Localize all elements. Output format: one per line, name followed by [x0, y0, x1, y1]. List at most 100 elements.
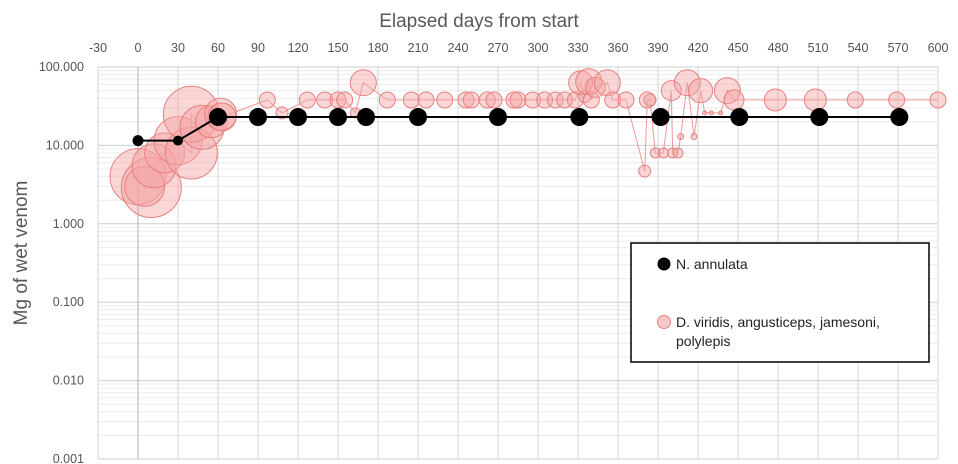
legend-label-dviridis-line2: polylepis — [676, 333, 730, 349]
x-tick-label: 180 — [368, 41, 389, 55]
bubble-point — [336, 91, 354, 109]
bubble-point — [582, 91, 600, 109]
x-tick-label: 240 — [448, 41, 469, 55]
bubble-point — [660, 80, 682, 102]
x-tick-label: 510 — [808, 41, 829, 55]
x-tick-label: 540 — [848, 41, 869, 55]
bubble-point — [298, 91, 316, 109]
bubble-point — [677, 132, 685, 140]
x-tick-label: 450 — [728, 41, 749, 55]
series-nannulata-points — [132, 108, 909, 147]
y-axis-title: Mg of wet venom — [11, 181, 32, 326]
bubble-point — [888, 91, 906, 109]
x-tick-label: -30 — [89, 41, 107, 55]
legend-marker-dviridis — [657, 315, 671, 329]
x-tick-label: 300 — [528, 41, 549, 55]
bubble-point — [718, 110, 724, 116]
x-axis-title: Elapsed days from start — [379, 11, 579, 32]
bubble-point — [485, 91, 503, 109]
bubble-point — [478, 91, 496, 109]
bubble-point — [688, 78, 714, 104]
x-tick-label: 90 — [251, 41, 265, 55]
y-tick-label: 0.100 — [53, 295, 84, 309]
bubble-point — [657, 147, 669, 159]
bubble-point — [509, 91, 527, 109]
bubble-point — [505, 91, 523, 109]
x-tick-label: 600 — [928, 41, 949, 55]
bubble-point — [349, 69, 377, 97]
bubble-point — [378, 91, 396, 109]
bubble-point — [524, 91, 542, 109]
data-point — [132, 135, 144, 147]
bubble-point — [546, 91, 564, 109]
bubble-point — [568, 70, 594, 96]
data-point — [289, 108, 307, 127]
x-tick-label: 30 — [171, 41, 185, 55]
bubble-point — [402, 91, 420, 109]
bubble-point — [417, 91, 435, 109]
bubble-point — [649, 147, 661, 159]
bubble-point — [638, 91, 656, 109]
legend-label-nannulata: N. annulata — [676, 256, 748, 272]
bubble-point — [690, 132, 698, 140]
bubble-point — [803, 88, 827, 112]
y-tick-label: 1.000 — [53, 217, 84, 231]
bubble-point — [708, 110, 714, 116]
x-tick-label: 390 — [648, 41, 669, 55]
y-tick-label: 100.000 — [39, 60, 84, 74]
data-point — [570, 108, 589, 127]
x-tick-label: 330 — [568, 41, 589, 55]
bubble-point — [329, 91, 347, 109]
data-point — [730, 108, 749, 127]
bubble-point — [457, 91, 475, 109]
bubble-point — [275, 106, 289, 120]
data-point — [409, 108, 427, 127]
data-point — [810, 108, 829, 127]
data-point — [357, 108, 375, 127]
y-tick-labels: 100.000 10.000 1.000 0.100 0.010 0.001 — [39, 60, 84, 464]
bubble-point — [604, 91, 622, 109]
x-tick-labels: -30 0 30 60 90 120 150 180 210 240 270 300 330 360 390… — [89, 41, 949, 55]
bubble-point — [638, 164, 652, 178]
bubble-point — [929, 91, 947, 109]
data-point — [173, 135, 183, 146]
bubble-point — [462, 91, 480, 109]
y-tick-label: 0.001 — [53, 452, 84, 464]
x-tick-label: 570 — [888, 41, 909, 55]
x-tick-label: 150 — [328, 41, 349, 55]
bubble-point — [713, 77, 741, 105]
data-point — [249, 108, 267, 127]
bubble-point — [593, 69, 621, 97]
legend-label-dviridis: D. viridis, angusticeps, jamesoni, polyl… — [676, 314, 884, 349]
x-tick-label: 0 — [135, 41, 142, 55]
data-point — [651, 108, 670, 127]
y-tick-label: 0.010 — [53, 374, 84, 388]
x-tick-label: 60 — [211, 41, 225, 55]
bubble-point — [436, 91, 454, 109]
bubble-point — [258, 91, 276, 109]
data-point — [209, 108, 227, 127]
x-tick-label: 480 — [768, 41, 789, 55]
bubble-point — [109, 148, 167, 206]
bubble-point — [723, 89, 745, 111]
bubble-point — [617, 91, 635, 109]
bubble-point — [643, 93, 657, 107]
legend-box — [630, 242, 930, 363]
bubble-point — [316, 91, 334, 109]
x-tick-label: 270 — [488, 41, 509, 55]
y-tick-label: 10.000 — [46, 138, 84, 152]
bubble-point — [673, 69, 701, 97]
bubble-point — [672, 147, 684, 159]
legend-marker-nannulata — [657, 257, 671, 271]
legend: N. annulata D. viridis, angusticeps, jam… — [630, 242, 930, 363]
data-point — [489, 108, 507, 127]
x-tick-label: 360 — [608, 41, 629, 55]
data-point — [329, 108, 347, 127]
x-tick-label: 210 — [408, 41, 429, 55]
x-tick-label: 420 — [688, 41, 709, 55]
bubble-point — [702, 110, 708, 116]
data-point — [890, 108, 909, 127]
bubble-point — [846, 91, 864, 109]
legend-label-dviridis-line1: D. viridis, angusticeps, jamesoni, — [676, 314, 880, 330]
